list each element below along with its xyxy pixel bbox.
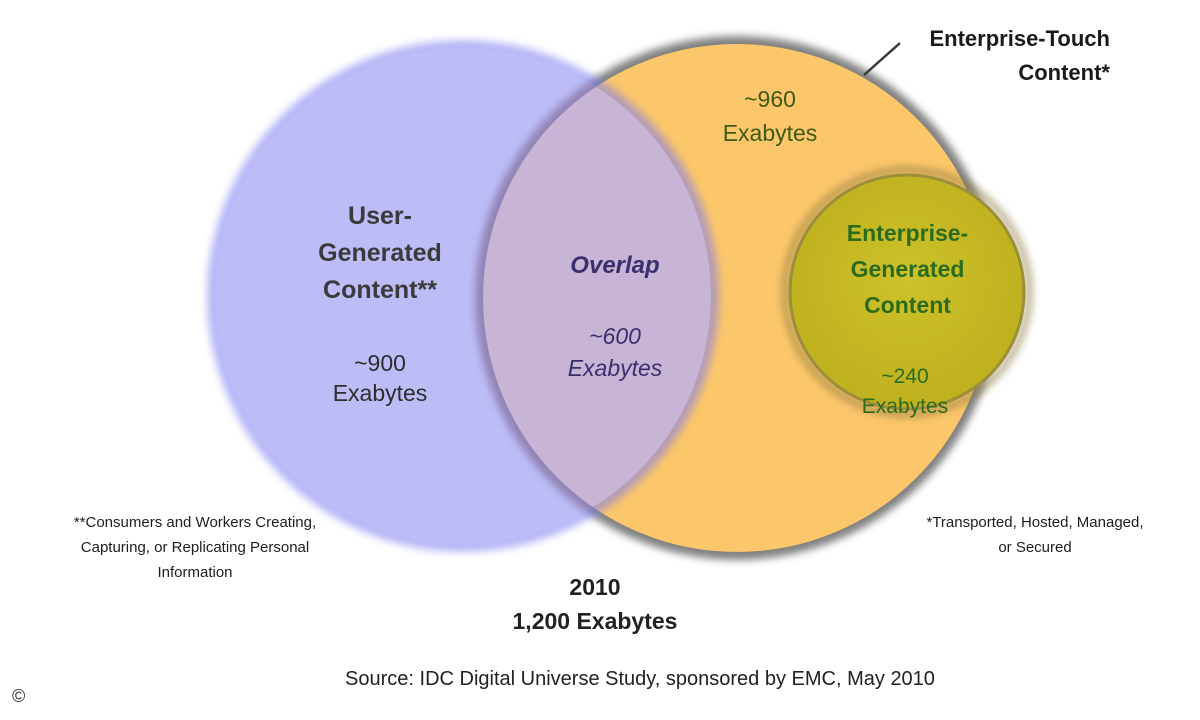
total-label: 2010 1,200 Exabytes bbox=[470, 570, 720, 638]
enterprise-touch-unit: Exabytes bbox=[722, 120, 818, 146]
overlap-title: Overlap bbox=[570, 252, 660, 279]
user-title-line-2: Generated bbox=[318, 239, 442, 267]
user-generated-unit: Exabytes bbox=[332, 380, 428, 406]
overlap-unit: Exabytes bbox=[567, 355, 663, 381]
callout-line-1: Enterprise-Touch bbox=[929, 26, 1110, 51]
source-caption: Source: IDC Digital Universe Study, spon… bbox=[345, 668, 935, 690]
enterprise-generated-number: ~240 bbox=[881, 365, 929, 388]
enterprise-touch-value: ~960 Exabytes bbox=[690, 82, 850, 150]
user-generated-title: User- Generated Content** bbox=[290, 198, 470, 309]
overlap-number: ~600 bbox=[589, 323, 641, 349]
overlap-region bbox=[475, 48, 711, 544]
user-generated-value: ~900 Exabytes bbox=[300, 348, 460, 408]
user-generated-footnote: **Consumers and Workers Creating, Captur… bbox=[73, 514, 317, 581]
enterprise-generated-value: ~240 Exabytes bbox=[830, 362, 980, 422]
user-title-line-3: Content** bbox=[323, 276, 437, 304]
user-generated-number: ~900 bbox=[354, 350, 406, 376]
eg-title-line-1: Enterprise- bbox=[846, 220, 969, 246]
year-label: 2010 bbox=[569, 574, 621, 600]
copyright-icon: © bbox=[12, 686, 26, 706]
callout-leader-line bbox=[863, 42, 901, 76]
total-value: 1,200 Exabytes bbox=[512, 608, 678, 634]
enterprise-generated-outline bbox=[781, 166, 1033, 418]
user-title-line-1: User- bbox=[348, 202, 412, 230]
callout-line-2: Content* bbox=[1018, 60, 1110, 85]
enterprise-touch-footnote: *Transported, Hosted, Managed, or Secure… bbox=[926, 514, 1144, 556]
enterprise-generated-circle bbox=[788, 173, 1026, 411]
overlap-value: ~600 Exabytes bbox=[540, 320, 690, 384]
enterprise-generated-title: Enterprise- Generated Content bbox=[810, 215, 1005, 323]
enterprise-touch-number: ~960 bbox=[744, 86, 796, 112]
eg-title-line-2: Generated bbox=[850, 256, 965, 282]
enterprise-generated-unit: Exabytes bbox=[861, 395, 949, 418]
enterprise-touch-callout: Enterprise-Touch Content* bbox=[880, 22, 1110, 90]
eg-title-line-3: Content bbox=[864, 292, 951, 318]
